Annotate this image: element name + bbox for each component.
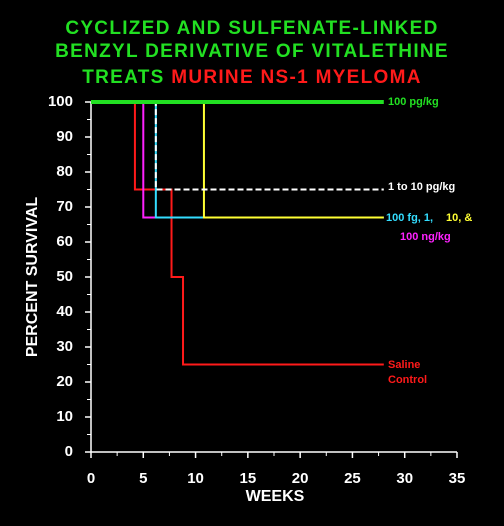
x-tick-label: 15 bbox=[240, 470, 257, 487]
y-tick-label: 40 bbox=[56, 303, 73, 320]
y-tick-label: 80 bbox=[56, 163, 73, 180]
series-label: 100 fg, 1, bbox=[386, 212, 434, 224]
y-tick-label: 10 bbox=[56, 408, 73, 425]
y-tick-label: 0 bbox=[65, 443, 73, 460]
y-tick-label: 100 bbox=[48, 93, 73, 110]
x-axis-label: WEEKS bbox=[246, 488, 305, 505]
title-line: BENZYL DERIVATIVE OF VITALETHINE bbox=[55, 41, 449, 62]
series-line bbox=[91, 101, 309, 219]
y-tick-label: 20 bbox=[56, 373, 73, 390]
x-tick-label: 30 bbox=[396, 470, 413, 487]
x-tick-label: 25 bbox=[344, 470, 361, 487]
x-tick-label: 35 bbox=[449, 470, 466, 487]
series-label: Saline Control bbox=[388, 359, 428, 386]
series-label: 100 ng/kg bbox=[400, 231, 451, 243]
title-line: TREATS MURINE NS-1 MYELOMA bbox=[82, 67, 422, 88]
x-tick-label: 10 bbox=[187, 470, 204, 487]
y-tick-label: 70 bbox=[56, 198, 73, 215]
x-tick-label: 5 bbox=[139, 470, 147, 487]
y-tick-label: 50 bbox=[56, 268, 73, 285]
y-tick-label: 60 bbox=[56, 233, 73, 250]
series-label: 100 pg/kg bbox=[388, 96, 439, 108]
y-tick-label: 30 bbox=[56, 338, 73, 355]
y-tick-label: 90 bbox=[56, 128, 73, 145]
series-label: 1 to 10 pg/kg bbox=[388, 181, 456, 193]
x-tick-label: 0 bbox=[87, 470, 95, 487]
title-highlight: MURINE NS-1 MYELOMA bbox=[171, 67, 422, 88]
x-tick-label: 20 bbox=[292, 470, 309, 487]
series-line bbox=[91, 101, 384, 366]
y-axis-label: PERCENT SURVIVAL bbox=[24, 197, 41, 358]
series-label: 10, & bbox=[446, 212, 473, 224]
title-line: CYCLIZED AND SULFENATE-LINKED bbox=[65, 18, 438, 39]
title-line: TREATS bbox=[82, 67, 164, 88]
